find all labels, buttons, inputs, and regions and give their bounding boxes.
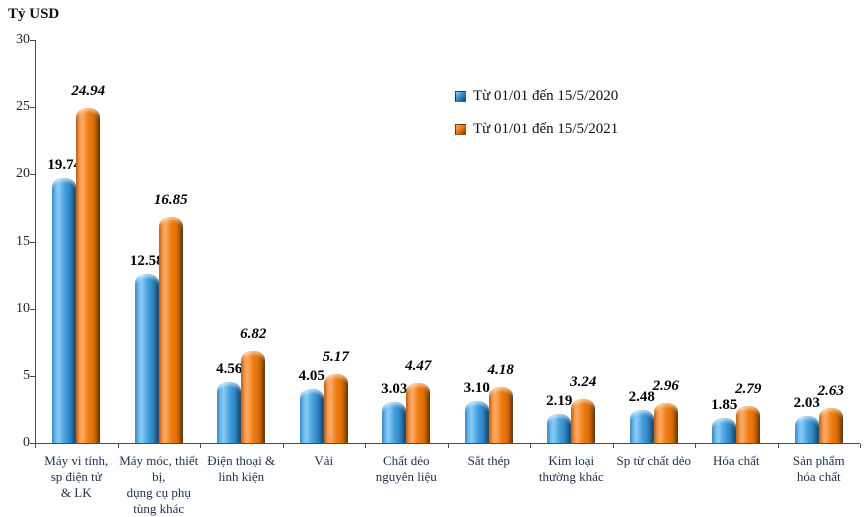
y-tick-label: 15	[16, 233, 30, 249]
x-tick	[860, 444, 861, 448]
legend-label-2020: Từ 01/01 đến 15/5/2020	[473, 88, 619, 104]
category-label: Máy vi tính, sp điện tử & LK	[44, 453, 109, 500]
category-label: Hóa chất	[712, 453, 760, 468]
category-label: Vải	[314, 453, 334, 468]
bar-2020	[52, 177, 77, 443]
chart-title: Tỷ USD	[8, 6, 60, 22]
x-tick	[200, 444, 201, 448]
bar-2020	[134, 274, 159, 443]
y-axis	[35, 40, 36, 444]
bar-2020	[629, 409, 654, 443]
value-label-2020: 2.19	[546, 392, 573, 409]
category-label: Điện thoại & linh kiện	[207, 453, 276, 484]
value-label-2020: 12.58	[129, 253, 164, 269]
bar-2020	[464, 401, 489, 443]
bar-2020	[794, 415, 819, 443]
bar-2020	[712, 418, 737, 443]
value-label-2021: 4.18	[487, 361, 514, 378]
category-label: Chất dẻo nguyên liệu	[375, 453, 437, 484]
bar-2021	[736, 405, 761, 443]
value-label-2020: 2.48	[628, 388, 655, 405]
value-label-2020: 19.74	[47, 156, 82, 173]
x-tick	[695, 444, 696, 448]
bar-2021	[571, 399, 596, 443]
value-label-2021: 2.63	[817, 382, 844, 399]
value-label-2020: 4.56	[216, 360, 243, 377]
bar-2020	[382, 402, 407, 443]
y-tick-label: 5	[23, 367, 30, 383]
legend-label-2021: Từ 01/01 đến 15/5/2021	[473, 121, 619, 137]
y-tick-label: 25	[16, 99, 30, 115]
bar-2021	[488, 386, 513, 443]
legend-swatch-2020-icon	[455, 91, 466, 102]
legend-item-2020: Từ 01/01 đến 15/5/2020	[455, 88, 618, 105]
y-tick-label: 10	[16, 300, 30, 316]
legend-item-2021: Từ 01/01 đến 15/5/2021	[455, 121, 618, 138]
bar-2021	[76, 107, 101, 443]
y-tick	[30, 375, 35, 377]
value-label-2021: 16.85	[153, 191, 188, 208]
x-tick	[365, 444, 366, 448]
value-label-2021: 2.96	[652, 378, 679, 395]
category-label: Sản phẩm hóa chất	[792, 453, 845, 484]
x-tick	[117, 444, 119, 448]
value-label-2020: 1.85	[711, 397, 738, 414]
value-label-2020: 3.10	[463, 380, 490, 397]
x-axis	[35, 443, 860, 444]
value-label-2021: 2.79	[735, 380, 762, 397]
y-tick	[30, 241, 35, 243]
value-label-2021: 5.17	[322, 348, 349, 365]
category-label: Máy móc, thiết bị, dụng cụ phụ tùng khác	[119, 453, 199, 516]
legend: Từ 01/01 đến 15/5/2020 Từ 01/01 đến 15/5…	[455, 88, 618, 154]
y-tick	[30, 107, 35, 109]
y-tick	[30, 308, 35, 310]
category-label: Sắt thép	[467, 453, 510, 468]
x-tick	[612, 444, 614, 448]
bar-2021	[818, 407, 843, 443]
y-tick-label: 0	[23, 435, 30, 450]
x-tick	[777, 444, 779, 448]
value-label-2021: 4.47	[405, 357, 432, 374]
legend-swatch-2021-icon	[455, 124, 466, 135]
bar-2020	[547, 413, 572, 443]
bar-2021	[241, 351, 266, 443]
bar-2021	[323, 373, 348, 443]
value-label-2020: 2.03	[793, 394, 820, 411]
x-tick	[35, 444, 36, 448]
bar-2021	[406, 382, 431, 443]
value-label-2020: 3.03	[381, 381, 408, 398]
value-label-2020: 4.05	[298, 367, 325, 384]
bar-2021	[653, 403, 678, 443]
bar-2020	[217, 381, 242, 443]
y-tick	[30, 40, 35, 41]
bar-2021	[158, 216, 183, 443]
y-tick	[30, 174, 35, 176]
category-label: Sp từ chất dẻo	[616, 453, 692, 468]
y-tick-label: 30	[16, 32, 30, 47]
category-label: Kim loại thường khác	[538, 453, 604, 484]
y-tick-label: 20	[16, 166, 30, 182]
y-tick	[30, 443, 35, 444]
value-label-2021: 6.82	[240, 326, 267, 343]
x-tick	[282, 444, 284, 448]
value-label-2021: 3.24	[570, 374, 597, 391]
x-tick	[530, 444, 531, 448]
bar-2020	[299, 388, 324, 443]
value-label-2021: 24.94	[71, 82, 106, 99]
x-tick	[447, 444, 449, 448]
